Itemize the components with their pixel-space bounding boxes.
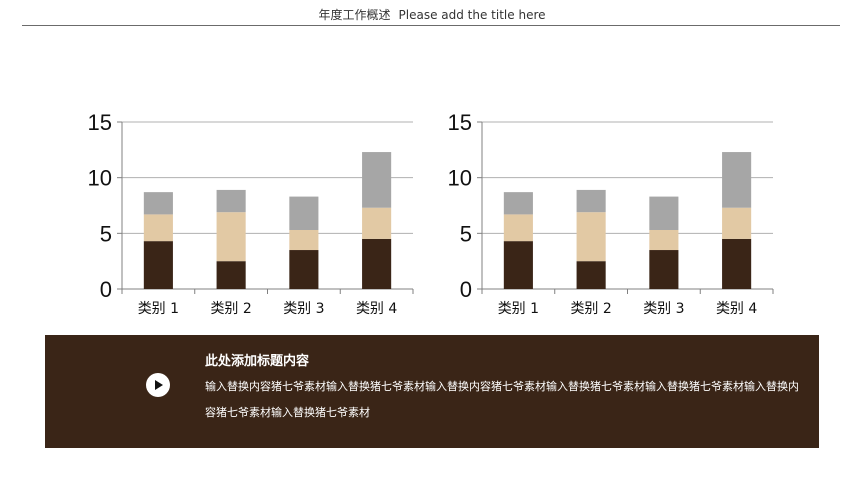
bar-segment bbox=[503, 214, 533, 242]
y-tick-label: 5 bbox=[100, 221, 112, 246]
bar-segment bbox=[649, 250, 679, 289]
header-divider bbox=[22, 25, 840, 26]
bar-segment bbox=[722, 152, 752, 208]
bar-segment bbox=[362, 238, 392, 289]
bar-segment bbox=[576, 212, 606, 262]
bar-segment bbox=[289, 250, 319, 289]
x-tick-label: 类别 2 bbox=[210, 301, 251, 317]
bar-segment bbox=[362, 207, 392, 239]
page-title: 年度工作概述 Please add the title here bbox=[0, 6, 864, 23]
bar-segment bbox=[362, 152, 392, 208]
bar-segment bbox=[143, 192, 173, 215]
x-tick-label: 类别 3 bbox=[643, 301, 684, 317]
info-panel: 此处添加标题内容 输入替换内容猪七爷素材输入替换猪七爷素材输入替换内容猪七爷素材… bbox=[45, 335, 819, 448]
stacked-bar-chart-left: 0 5 10 15 类别 1 类别 2 类别 3 类别 4 bbox=[88, 110, 414, 317]
x-tick-label: 类别 1 bbox=[498, 301, 539, 317]
x-tick-label: 类别 4 bbox=[356, 301, 397, 317]
y-tick-label: 5 bbox=[460, 221, 472, 246]
bar-segment bbox=[143, 241, 173, 289]
y-tick-label: 10 bbox=[88, 166, 112, 191]
page-title-cn: 年度工作概述 bbox=[318, 8, 391, 22]
bar-segment bbox=[649, 229, 679, 251]
x-tick-label: 类别 3 bbox=[283, 301, 324, 317]
panel-body-text: 输入替换内容猪七爷素材输入替换猪七爷素材输入替换内容猪七爷素材输入替换猪七爷素材… bbox=[205, 380, 799, 419]
x-tick-label: 类别 1 bbox=[138, 301, 179, 317]
bar-segment bbox=[722, 207, 752, 239]
y-tick-label: 10 bbox=[448, 166, 472, 191]
bar-segment bbox=[503, 241, 533, 289]
bar-segment bbox=[289, 196, 319, 230]
bar-segment bbox=[722, 238, 752, 289]
bar-segment bbox=[216, 261, 246, 289]
bar-segment bbox=[503, 192, 533, 215]
bar-segment bbox=[576, 189, 606, 213]
bar-segment bbox=[216, 212, 246, 262]
y-tick-label: 0 bbox=[100, 277, 112, 302]
y-tick-label: 15 bbox=[448, 110, 472, 135]
bar-segment bbox=[576, 261, 606, 289]
play-button[interactable] bbox=[146, 373, 170, 397]
y-tick-label: 0 bbox=[460, 277, 472, 302]
x-tick-label: 类别 2 bbox=[570, 301, 611, 317]
panel-title: 此处添加标题内容 bbox=[205, 354, 310, 369]
x-tick-label: 类别 4 bbox=[716, 301, 757, 317]
bar-segment bbox=[289, 229, 319, 251]
bar-segment bbox=[143, 214, 173, 242]
play-icon bbox=[155, 380, 163, 390]
page-title-en: Please add the title here bbox=[398, 8, 546, 22]
y-tick-label: 15 bbox=[88, 110, 112, 135]
bar-segment bbox=[649, 196, 679, 230]
stacked-bar-chart-right: 0 5 10 15 类别 1 类别 2 类别 3 类别 4 bbox=[448, 110, 774, 317]
bar-segment bbox=[216, 189, 246, 213]
